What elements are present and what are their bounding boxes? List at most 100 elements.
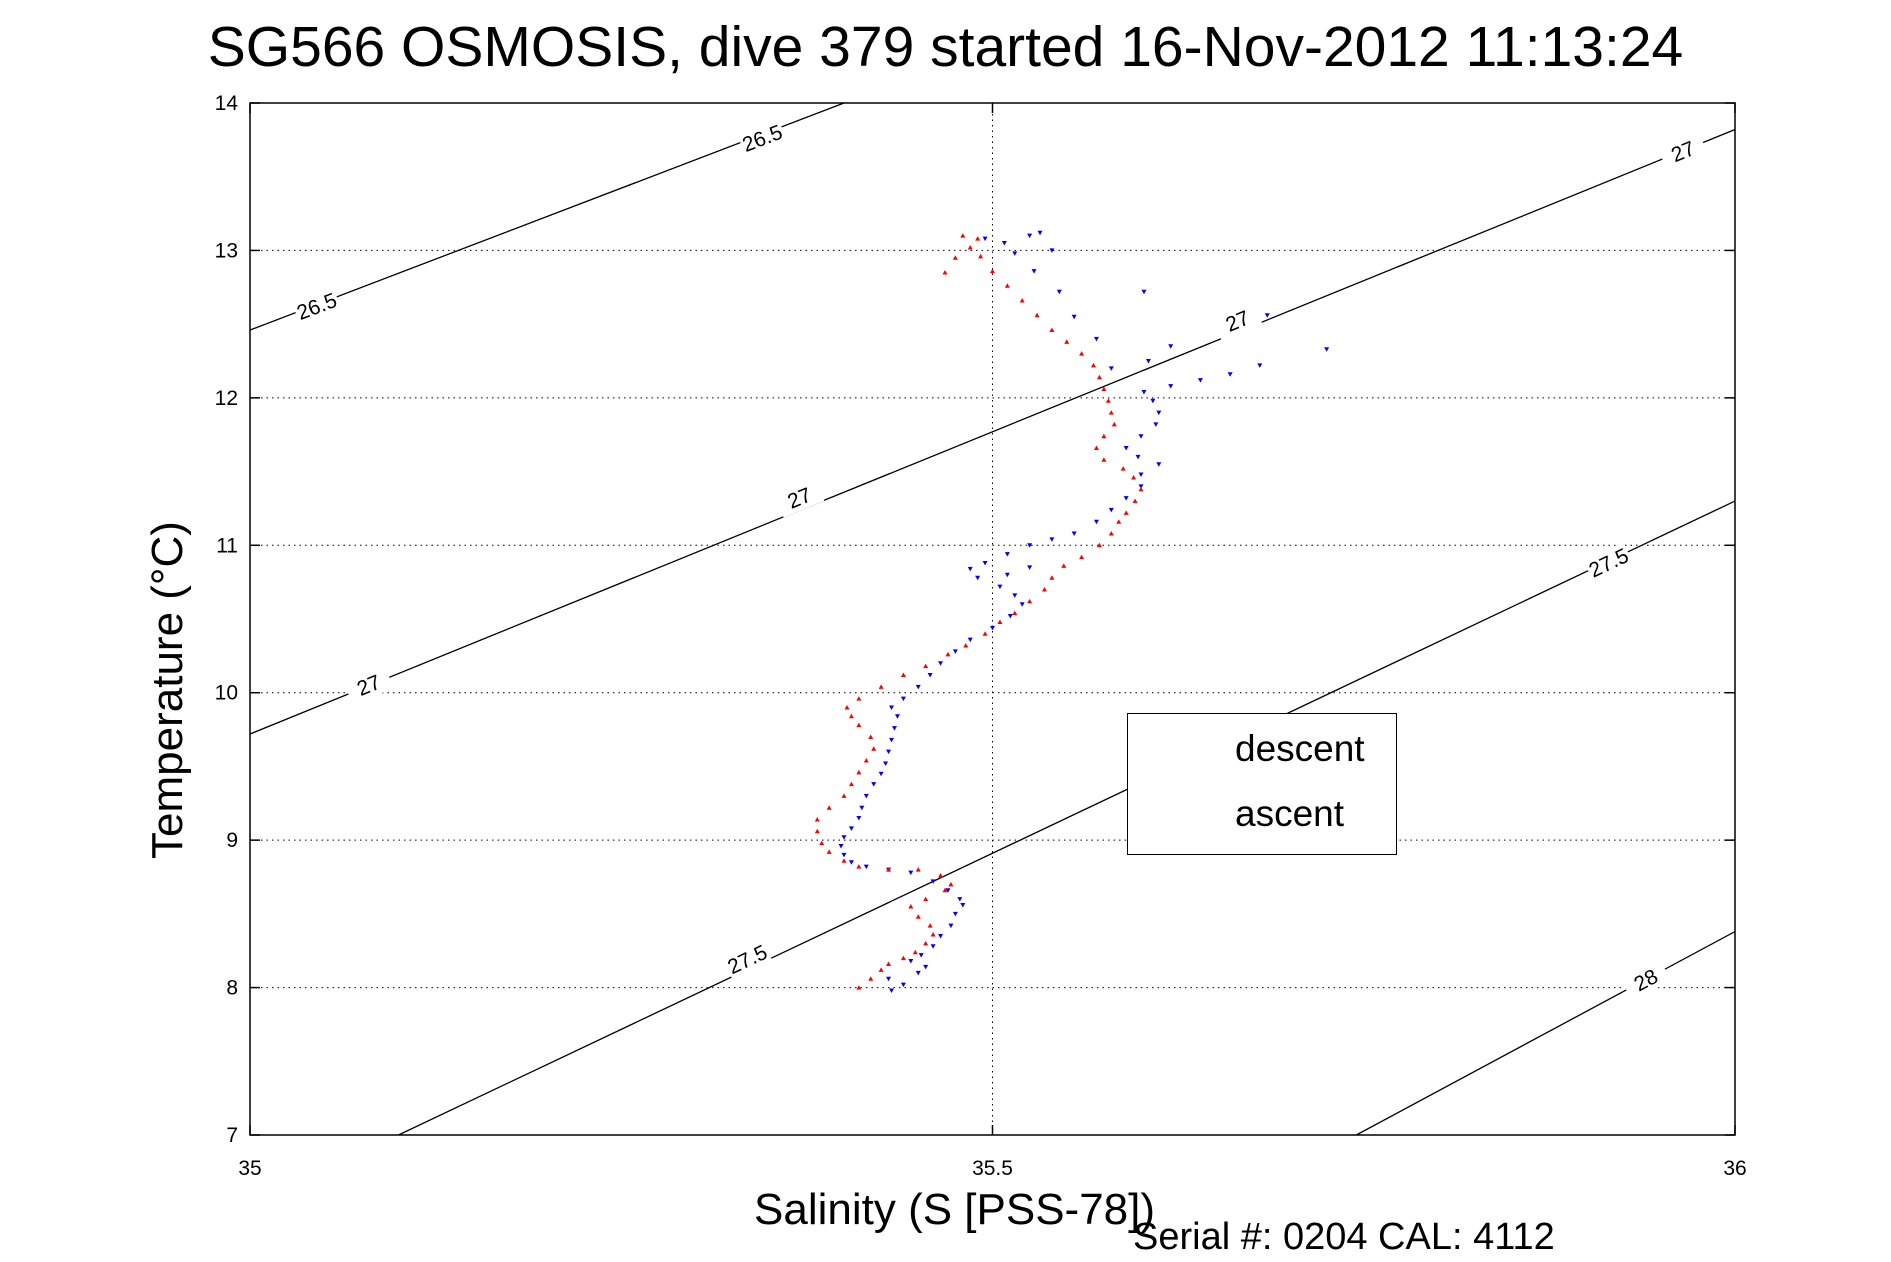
descent-point (863, 793, 869, 799)
descent-point (1156, 410, 1162, 416)
y-tick-label: 7 (226, 1124, 238, 1147)
ascent-point (1111, 421, 1117, 427)
descent-point (952, 649, 958, 654)
descent-point (1141, 389, 1147, 395)
ascent-point (1034, 312, 1040, 318)
descent-point (1150, 398, 1156, 404)
descent-point (923, 964, 929, 970)
contour-label-gap (291, 287, 342, 326)
density-contour-line (1356, 930, 1735, 1135)
descent-point (918, 953, 924, 958)
ascent-point (1012, 610, 1018, 616)
ascent-point (814, 817, 820, 822)
ascent-point (1049, 575, 1055, 580)
ascent-point (930, 931, 936, 937)
descent-point (1056, 289, 1062, 295)
x-tick-label: 35 (238, 1157, 261, 1180)
density-contour-line (398, 500, 1735, 1135)
ascent-point (868, 976, 874, 981)
ascent-point (978, 253, 984, 259)
descent-point (900, 982, 906, 988)
descent-point (982, 236, 988, 242)
descent-point (1027, 233, 1033, 239)
descent-point (848, 826, 854, 831)
descent-point (930, 944, 936, 949)
ascent-point (967, 244, 973, 250)
ascent-point (856, 696, 862, 701)
descent-point (957, 897, 963, 902)
ascent-point (868, 734, 874, 739)
ascent-point (826, 849, 832, 854)
ascent-point (848, 781, 854, 787)
ascent-point (960, 233, 966, 238)
descent-point (1156, 462, 1162, 467)
descent-point (938, 661, 944, 666)
descent-point (1264, 313, 1270, 318)
descent-point (1049, 248, 1055, 253)
descent-point (908, 959, 914, 964)
descent-point (871, 782, 877, 787)
ascent-point (963, 643, 969, 648)
descent-point (915, 970, 921, 976)
descent-point (1007, 614, 1013, 619)
descent-point (1108, 366, 1114, 371)
grid-lines (250, 103, 1735, 1135)
ascent-point (819, 840, 825, 846)
axis-ticks: 35 35.5 36 7 8 9 10 11 12 13 14 (215, 92, 1747, 1180)
descent-point (889, 988, 895, 994)
descent-point (878, 771, 884, 777)
y-axis-label: Temperature (°C) (143, 521, 192, 859)
descent-point (1108, 507, 1114, 513)
ascent-point (1090, 362, 1096, 368)
ascent-point (1041, 587, 1047, 592)
descent-point (1027, 543, 1033, 548)
y-tick-label: 13 (215, 239, 238, 262)
descent-point (1227, 372, 1233, 377)
descent-point (1049, 537, 1055, 542)
descent-point (1093, 519, 1099, 525)
ascent-point (886, 867, 892, 872)
ascent-point (915, 867, 921, 872)
ascent-point (942, 270, 948, 275)
x-tick-label: 36 (1723, 1157, 1746, 1180)
ascent-point (923, 663, 929, 669)
descent-point (886, 749, 892, 755)
ascent-point (856, 722, 862, 728)
ascent-point (844, 704, 850, 710)
serial-cal-text: Serial #: 0204 CAL: 4112 (1133, 1216, 1555, 1258)
descent-point (1138, 434, 1144, 439)
descent-point (1123, 445, 1129, 451)
descent-point (891, 726, 897, 731)
descent-point (1168, 344, 1174, 349)
descent-point (960, 903, 966, 908)
ascent-point (886, 961, 892, 966)
density-contour-label: 26.5 (294, 289, 340, 325)
descent-point (859, 805, 865, 811)
ascent-point (1093, 445, 1099, 450)
descent-point (908, 870, 914, 876)
ascent-point (948, 881, 954, 887)
ascent-point (1138, 486, 1144, 492)
descent-point (1037, 230, 1043, 236)
ascent-point (938, 873, 944, 878)
descent-point (1168, 384, 1174, 389)
ascent-point (908, 903, 914, 909)
descent-point (1324, 347, 1330, 352)
contour-label-gap (774, 478, 825, 518)
descent-point (900, 696, 906, 702)
density-contour-line (250, 128, 1735, 735)
ascent-point (826, 805, 832, 810)
descent-point (838, 844, 844, 849)
descent-point (1123, 496, 1129, 501)
ascent-point (878, 967, 884, 972)
descent-point (841, 852, 847, 858)
descent-point (975, 575, 981, 581)
descent-point (1012, 251, 1018, 256)
descent-point (841, 835, 847, 840)
legend: descent ascent (1127, 713, 1397, 855)
descent-point (1004, 572, 1010, 578)
descent-point (1141, 289, 1147, 295)
ascent-point (848, 713, 854, 719)
ascent-point (1079, 351, 1085, 356)
descent-point (1145, 359, 1151, 364)
